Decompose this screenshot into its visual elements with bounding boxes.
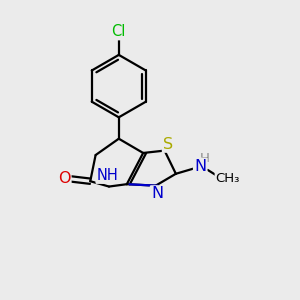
- Text: S: S: [163, 136, 173, 152]
- Text: H: H: [200, 152, 210, 164]
- Text: Cl: Cl: [112, 24, 126, 39]
- Text: O: O: [58, 171, 70, 186]
- Text: N: N: [151, 187, 163, 202]
- Text: CH₃: CH₃: [216, 172, 240, 185]
- Text: NH: NH: [97, 168, 119, 183]
- Text: N: N: [194, 159, 206, 174]
